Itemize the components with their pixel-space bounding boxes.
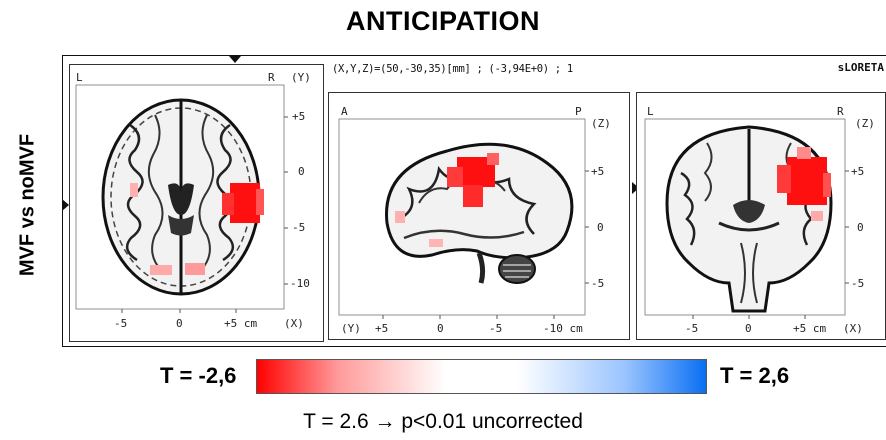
sagittal-tick-z-2: 0 — [597, 221, 604, 234]
sagittal-tick-y-2: 0 — [437, 322, 444, 335]
coronal-axis-name: (Z) — [855, 117, 875, 130]
sagittal-tick-y-1: +5 — [375, 322, 388, 335]
scale-max-label: T = 2,6 — [720, 363, 790, 388]
sagittal-anterior-label: A — [341, 105, 348, 118]
axial-tick-y-3: -5 — [292, 221, 305, 234]
sagittal-view: A P (Z) +5 0 -5 (Y) +5 0 -5 -10 cm — [338, 105, 611, 335]
coordinate-readout: (X,Y,Z)=(50,-30,35)[mm] ; (-3,94E+0) ; 1 — [332, 63, 573, 75]
axial-axis-name: (Y) — [291, 71, 311, 84]
coronal-right-label: R — [837, 105, 844, 118]
coronal-view-panel[interactable]: L R (Z) +5 0 -5 -5 0 +5 cm (X) — [636, 92, 886, 340]
t-value-colorbar — [256, 359, 707, 394]
axial-view-panel[interactable]: L R (Y) +5 0 -5 -10 -5 0 +5 cm (X) — [69, 64, 324, 342]
sagittal-tick-y-4: -10 cm — [543, 322, 583, 335]
coronal-activation — [777, 147, 831, 221]
coronal-tick-x-1: -5 — [685, 322, 698, 335]
coronal-tick-x-2: 0 — [745, 322, 752, 335]
figure-title: ANTICIPATION — [346, 6, 540, 36]
contrast-label: MVF vs noMVF — [10, 105, 46, 305]
coronal-tick-z-3: -5 — [851, 277, 864, 290]
axial-tick-x-3: +5 cm — [224, 317, 257, 330]
axial-activation — [130, 183, 264, 275]
coronal-tick-x-3: +5 cm — [793, 322, 826, 335]
coronal-left-label: L — [647, 105, 654, 118]
coronal-tick-z-2: 0 — [857, 221, 864, 234]
sagittal-axis-y-name: (Y) — [341, 322, 361, 335]
axial-right-label: R — [268, 71, 275, 84]
axial-left-label: L — [76, 71, 83, 84]
contrast-label-text: MVF vs noMVF — [16, 133, 39, 277]
coronal-tick-z-1: +5 — [851, 165, 864, 178]
axial-tick-y-1: +5 — [292, 110, 305, 123]
axial-tick-y-2: 0 — [298, 165, 305, 178]
sloreta-logo: sLORETA — [837, 61, 884, 74]
sagittal-view-panel[interactable]: A P (Z) +5 0 -5 (Y) +5 0 -5 -10 cm — [328, 92, 630, 340]
axial-tick-x-1: -5 — [114, 317, 127, 330]
sagittal-tick-z-1: +5 — [591, 165, 604, 178]
axial-tick-y-4: -10 — [290, 277, 310, 290]
sagittal-activation — [395, 153, 499, 247]
coronal-view: L R (Z) +5 0 -5 -5 0 +5 cm (X) — [644, 105, 875, 335]
threshold-note: T = 2.6 → p<0.01 uncorrected — [303, 410, 583, 433]
axial-axis-x-name: (X) — [284, 317, 304, 330]
sagittal-tick-z-3: -5 — [591, 277, 604, 290]
sagittal-axis-name: (Z) — [591, 117, 611, 130]
sagittal-tick-y-3: -5 — [489, 322, 502, 335]
axial-tick-x-2: 0 — [176, 317, 183, 330]
coronal-axis-x-name: (X) — [843, 322, 863, 335]
scale-min-label: T = -2,6 — [160, 363, 237, 388]
sagittal-posterior-label: P — [575, 105, 582, 118]
axial-view: L R (Y) +5 0 -5 -10 -5 0 +5 cm (X) — [75, 71, 311, 330]
